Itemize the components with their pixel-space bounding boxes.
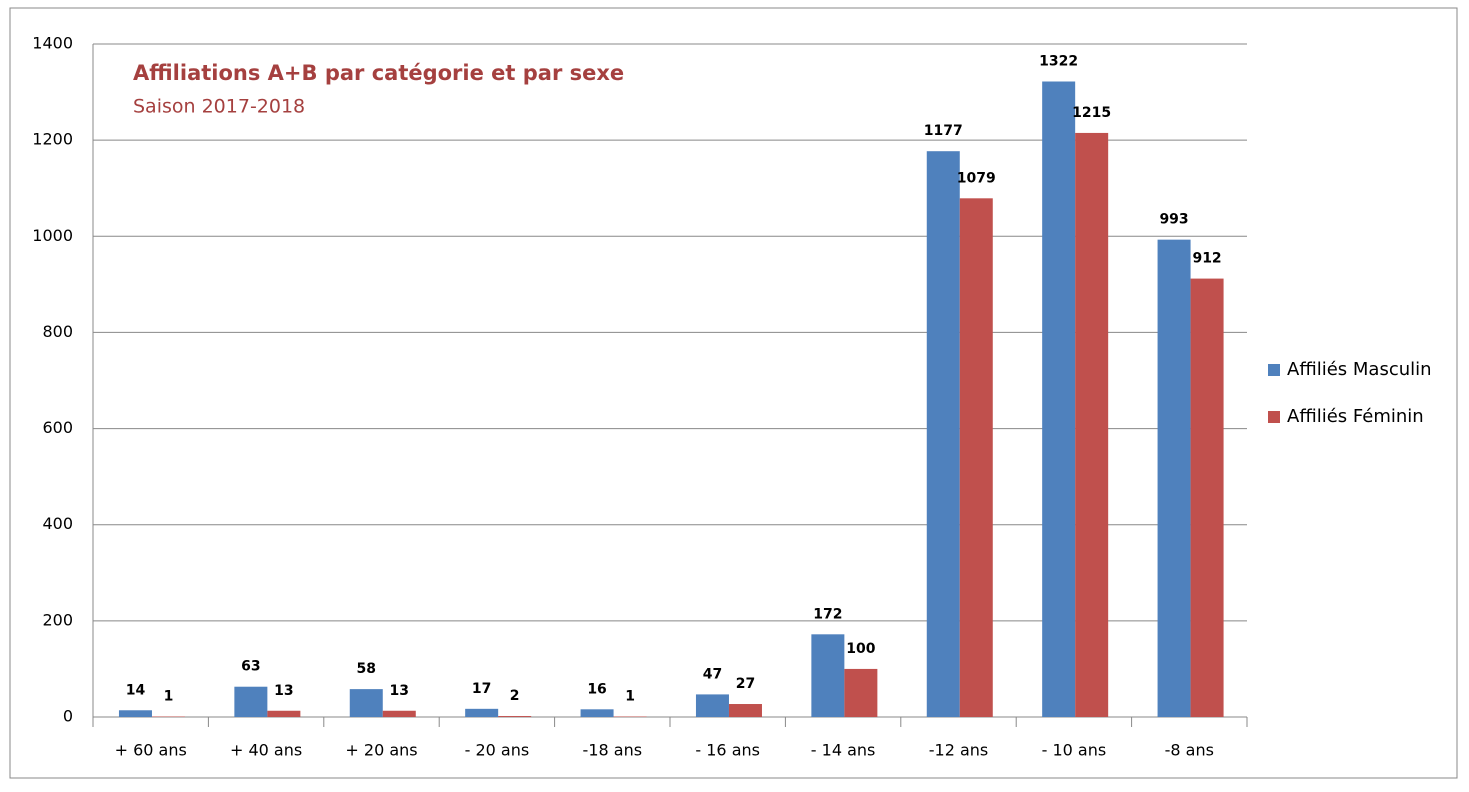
x-tick-label: -8 ans xyxy=(1165,741,1214,760)
bar xyxy=(695,694,729,717)
data-label: 58 xyxy=(357,661,376,677)
y-tick-label: 1000 xyxy=(32,226,73,245)
data-label: 172 xyxy=(813,606,842,622)
legend-swatch xyxy=(1268,364,1280,376)
legend-label: Affiliés Féminin xyxy=(1287,406,1424,427)
bar xyxy=(580,709,614,717)
data-label: 16 xyxy=(587,681,606,697)
bar xyxy=(844,668,878,717)
x-tick-label: -12 ans xyxy=(929,741,989,760)
bar xyxy=(465,708,499,717)
bar xyxy=(1042,81,1076,717)
data-label: 17 xyxy=(472,681,491,697)
bar xyxy=(234,686,268,717)
bar xyxy=(926,151,960,717)
data-label: 63 xyxy=(241,659,260,675)
bar xyxy=(498,716,532,717)
data-label: 2 xyxy=(510,688,520,704)
y-tick-label: 200 xyxy=(42,610,73,629)
bar xyxy=(811,634,845,717)
data-label: 912 xyxy=(1192,251,1221,267)
bar xyxy=(118,710,152,717)
data-label: 100 xyxy=(846,641,875,657)
data-label: 1215 xyxy=(1072,105,1111,121)
x-tick-label: + 20 ans xyxy=(345,741,417,760)
data-label: 27 xyxy=(736,676,755,692)
x-tick-label: - 14 ans xyxy=(811,741,876,760)
bar xyxy=(959,198,993,718)
data-label: 1322 xyxy=(1039,53,1078,69)
y-tick-label: 1400 xyxy=(32,34,73,53)
bar xyxy=(1190,278,1224,717)
bar xyxy=(728,704,762,717)
data-label: 13 xyxy=(274,683,293,699)
bar xyxy=(349,689,383,717)
data-label: 993 xyxy=(1159,212,1188,228)
chart-subtitle: Saison 2017-2018 xyxy=(133,96,305,118)
x-tick-label: - 20 ans xyxy=(465,741,530,760)
data-label: 1079 xyxy=(957,170,996,186)
legend-label: Affiliés Masculin xyxy=(1287,359,1432,380)
y-tick-label: 600 xyxy=(42,418,73,437)
y-tick-label: 0 xyxy=(63,707,73,726)
y-tick-label: 400 xyxy=(42,514,73,533)
data-label: 13 xyxy=(390,683,409,699)
bar xyxy=(1157,239,1191,718)
data-label: 1 xyxy=(625,689,635,705)
chart-border xyxy=(9,7,1458,779)
data-label: 14 xyxy=(126,682,146,698)
x-tick-label: + 60 ans xyxy=(115,741,187,760)
bar xyxy=(1075,132,1109,718)
y-tick-label: 800 xyxy=(42,322,73,341)
bar xyxy=(382,710,416,717)
data-label: 1177 xyxy=(924,123,963,139)
legend-swatch xyxy=(1268,411,1280,423)
x-tick-label: -18 ans xyxy=(583,741,643,760)
data-label: 47 xyxy=(703,666,722,682)
y-tick-label: 1200 xyxy=(32,130,73,149)
x-tick-label: + 40 ans xyxy=(230,741,302,760)
chart-title: Affiliations A+B par catégorie et par se… xyxy=(133,61,624,85)
x-tick-label: - 10 ans xyxy=(1042,741,1107,760)
data-label: 1 xyxy=(164,689,174,705)
bar xyxy=(267,710,301,717)
x-tick-label: - 16 ans xyxy=(695,741,760,760)
